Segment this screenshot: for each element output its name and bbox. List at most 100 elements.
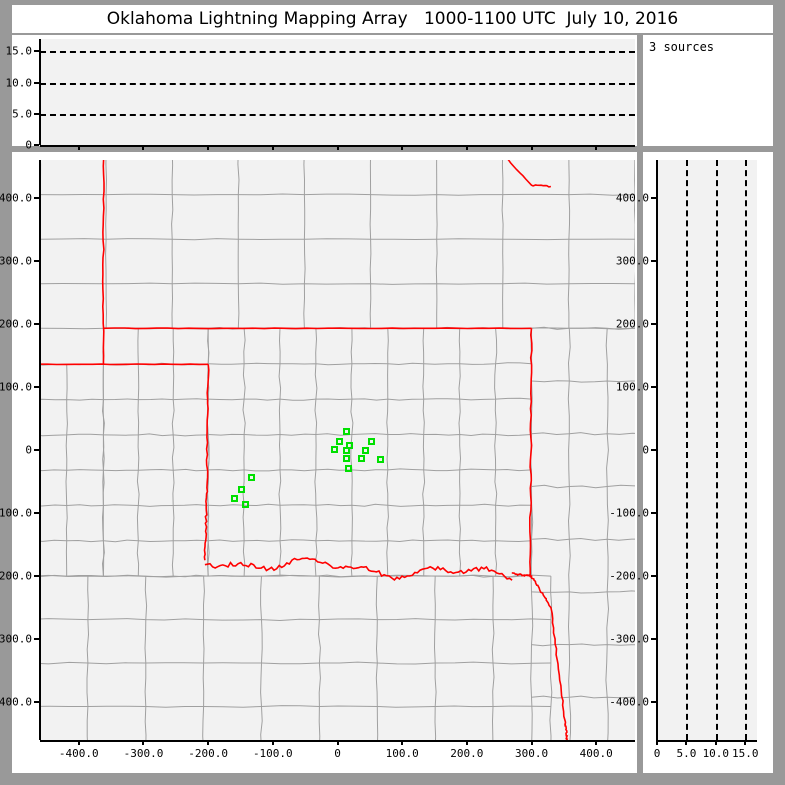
county-line (208, 503, 532, 507)
y-tick-label: -300.0 (0, 632, 32, 646)
y-tick-label: -300.0 (609, 632, 649, 646)
y-tick-label: -100.0 (609, 506, 649, 520)
x-tick (336, 145, 339, 150)
county-line (567, 160, 571, 329)
y-tick (34, 259, 39, 262)
county-line (458, 328, 462, 577)
x-tick-label: 0 (653, 747, 661, 760)
county-line (171, 364, 175, 577)
county-line (208, 362, 532, 366)
x-tick (271, 145, 274, 150)
y-tick (651, 638, 656, 641)
lightning-source-marker (346, 442, 354, 450)
y-axis-line (39, 39, 41, 145)
county-line (494, 328, 498, 577)
state-border-west (101, 160, 105, 365)
lightning-source-marker (248, 473, 256, 481)
lightning-source-marker (336, 438, 344, 446)
y-tick (651, 575, 656, 578)
x-tick (336, 740, 339, 745)
x-tick-label: 100.0 (385, 747, 419, 760)
lightning-source-marker (231, 495, 239, 503)
x-tick-label: 0 (334, 747, 341, 760)
y-tick (34, 638, 39, 641)
y-tick-label: 200.0 (0, 317, 32, 331)
county-line (531, 695, 635, 699)
x-axis-line (657, 740, 757, 742)
county-line (40, 661, 551, 665)
x-tick-label: -200.0 (188, 747, 229, 760)
page-title: Oklahoma Lightning Mapping Array 1000-11… (106, 9, 679, 29)
county-line (171, 160, 174, 329)
y-tick (651, 385, 656, 388)
lightning-source-marker (342, 454, 350, 462)
county-line (531, 326, 635, 330)
county-line (242, 328, 246, 577)
county-line (136, 364, 140, 577)
x-tick-label: 300.0 (514, 747, 549, 760)
y-tick (34, 196, 39, 199)
title-panel: Oklahoma Lightning Mapping Array 1000-11… (12, 5, 773, 33)
county-line (549, 576, 553, 740)
x-tick (465, 740, 468, 745)
county-line (40, 282, 635, 285)
county-line (491, 576, 495, 740)
y-tick-label: 100.0 (0, 380, 32, 394)
y-tick (34, 512, 39, 515)
x-tick (142, 145, 145, 150)
x-tick (530, 740, 533, 745)
county-line (350, 328, 354, 577)
x-tick (685, 740, 688, 745)
y-tick-label: 100.0 (615, 380, 649, 394)
y-tick (34, 701, 39, 704)
y-tick-label: 15.0 (5, 44, 33, 58)
x-tick (465, 145, 468, 150)
state-border-red-river (204, 557, 513, 581)
lightning-source-marker (342, 428, 350, 436)
x-tick-label: 5.0 (676, 747, 697, 760)
county-line (105, 160, 108, 329)
county-line (386, 328, 389, 577)
county-line (40, 238, 635, 241)
county-line (103, 539, 209, 543)
x-tick (271, 740, 274, 745)
y-tick-label: -200.0 (609, 569, 649, 583)
x-tick-label: 400.0 (579, 747, 613, 760)
y-tick (651, 196, 656, 199)
x-tick (530, 145, 533, 150)
altitude-vs-east-west-panel: 05.010.015.0-400.0-300.0-200.0-100.00100… (6, 35, 637, 165)
y-tick-label: -400.0 (0, 695, 32, 709)
x-tick (714, 740, 717, 745)
gridline-horizontal (40, 82, 635, 85)
sources-count-label: 3 sources (649, 40, 715, 54)
state-border-ks-mo (507, 160, 552, 188)
county-line (278, 328, 282, 577)
x-tick (77, 145, 80, 150)
x-tick (77, 740, 80, 745)
y-axis-line (656, 160, 658, 740)
gridline-vertical (686, 160, 689, 740)
x-tick (142, 740, 145, 745)
county-line (317, 576, 321, 740)
county-line (208, 397, 532, 401)
county-line (40, 574, 551, 578)
county-line (303, 160, 306, 329)
county-line (172, 328, 175, 365)
lightning-source-marker (241, 501, 249, 509)
county-line (103, 433, 209, 437)
y-tick (34, 449, 39, 451)
y-tick-label: -400.0 (609, 695, 649, 709)
x-tick (595, 145, 598, 150)
lightning-source-marker (368, 438, 376, 446)
y-tick-label: 300.0 (615, 254, 649, 268)
county-line (529, 328, 534, 740)
y-axis-line (39, 160, 41, 740)
y-tick-label: 300.0 (0, 254, 32, 268)
state-border-ok-tx-west (203, 364, 210, 561)
y-tick-label: 0 (25, 443, 32, 457)
county-line (375, 576, 379, 740)
lightning-sources-layer (40, 160, 635, 740)
county-line (314, 328, 318, 577)
y-tick-label: 10.0 (5, 76, 33, 90)
